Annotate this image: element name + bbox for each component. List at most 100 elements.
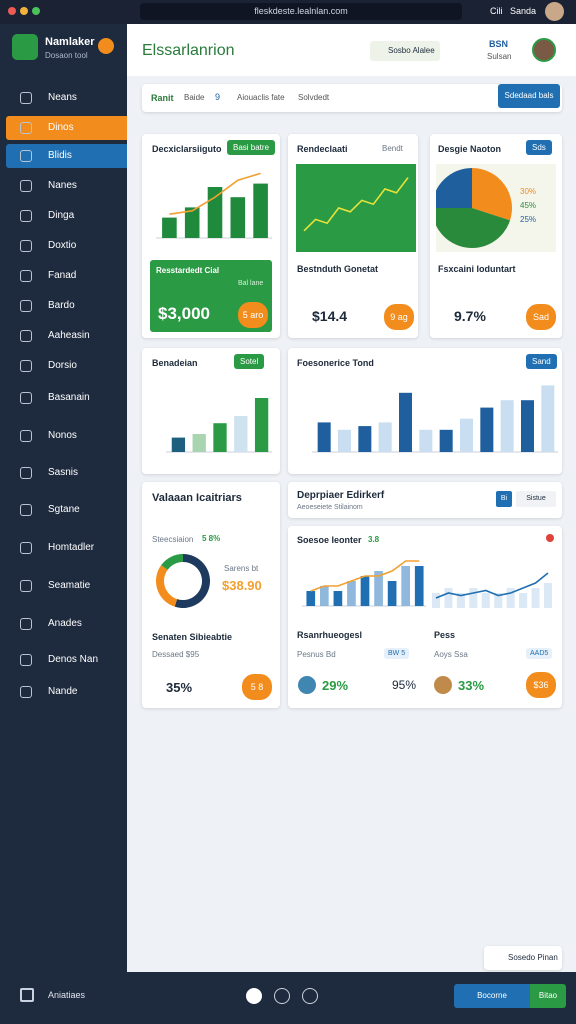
nav-item[interactable]: Nanes xyxy=(6,174,127,198)
chart: 30% 45% 25% xyxy=(436,168,536,248)
nav-item[interactable]: Basanain xyxy=(6,386,127,410)
button[interactable]: Bitao xyxy=(530,984,566,1008)
nav-item[interactable]: Dinos xyxy=(6,116,127,140)
nav-item[interactable]: Fanad xyxy=(6,264,127,288)
bar xyxy=(358,426,372,452)
tab[interactable]: Aiouaclis fate xyxy=(237,93,285,102)
nav-label: Dorsio xyxy=(48,360,77,371)
tab[interactable]: Solvdedt xyxy=(298,93,330,102)
footer-label: Aniatiaes xyxy=(48,990,86,1000)
line xyxy=(435,572,549,599)
nav-label: Basanain xyxy=(48,392,90,403)
nav-item[interactable]: Neans xyxy=(6,86,127,110)
panel-title: Resstardedt Cial xyxy=(156,266,220,275)
nav-icon xyxy=(20,360,32,372)
bar xyxy=(213,423,227,452)
header: Elssarlanrion Sosbo Alalee BSN Sulsan xyxy=(127,24,576,76)
status-badge[interactable]: Sosbo Alalee xyxy=(370,41,440,61)
delta: 5 8% xyxy=(202,534,221,543)
nav-icon xyxy=(20,504,32,516)
control[interactable] xyxy=(302,988,318,1004)
nav-label: Seamatie xyxy=(48,580,91,591)
nav-icon xyxy=(20,330,32,342)
card: Decxiclarsiiguto Basi batre Resstardedt … xyxy=(142,134,280,338)
notification[interactable] xyxy=(98,38,114,54)
bar xyxy=(333,591,343,606)
bar xyxy=(347,581,356,606)
nav-item[interactable]: Sgtane xyxy=(6,498,127,522)
bar xyxy=(531,588,540,608)
stat-label: Rsanrhueogesl xyxy=(297,630,363,640)
action-button[interactable]: 5 8 xyxy=(242,674,272,700)
bar xyxy=(253,183,268,238)
float-button[interactable]: Sosedo Pinan xyxy=(484,946,562,970)
nav-item[interactable]: Sasnis xyxy=(6,461,127,485)
nav-item[interactable]: Nonos xyxy=(6,424,127,448)
bar xyxy=(500,400,514,452)
avatar[interactable] xyxy=(545,2,564,21)
action-button[interactable]: $36 xyxy=(526,672,556,698)
icon-button[interactable]: Bi xyxy=(496,491,512,507)
action-button[interactable]: 9 ag xyxy=(384,304,414,330)
bar xyxy=(439,429,453,452)
donut-slice xyxy=(174,554,210,608)
tab[interactable]: Ranit xyxy=(151,93,174,103)
bar xyxy=(456,593,465,608)
nav-item[interactable]: Doxtio xyxy=(6,234,127,258)
pie-slice xyxy=(472,168,512,221)
stat-label: Pess xyxy=(434,630,456,640)
nav-label: Neans xyxy=(48,92,77,103)
nav-item[interactable]: Dorsio xyxy=(6,354,127,378)
nav-item[interactable]: Blidis xyxy=(6,144,127,168)
badge: Sand xyxy=(526,354,557,369)
tab[interactable]: Baide xyxy=(184,93,205,102)
nav-icon xyxy=(20,122,32,134)
control[interactable] xyxy=(274,988,290,1004)
action-button[interactable]: Sad xyxy=(526,304,556,330)
bar xyxy=(414,566,424,606)
badge: Basi batre xyxy=(227,140,276,155)
tab-count: 9 xyxy=(215,92,221,102)
primary-button[interactable]: Sdedaad bals xyxy=(498,84,560,108)
url-bar[interactable]: fleskdeste.lealnlan.com xyxy=(140,3,462,20)
card-title: Rendeclaati xyxy=(297,144,348,154)
nav-item[interactable]: Aaheasin xyxy=(6,324,127,348)
bar xyxy=(162,217,177,238)
nav-icon xyxy=(20,92,32,104)
delta: 3.8 xyxy=(368,535,380,544)
value: 9.7% xyxy=(454,308,486,324)
nav-item[interactable]: Denos Nan xyxy=(6,648,127,672)
bar xyxy=(480,407,494,452)
badge: Sds xyxy=(526,140,552,155)
nav-item[interactable]: Seamatie xyxy=(6,574,127,598)
button[interactable]: Sistue xyxy=(516,491,556,507)
nav-label: Denos Nan xyxy=(48,654,99,665)
card: Rendeclaati Bendt Bestnduth Gonetat $14.… xyxy=(288,134,418,338)
control[interactable] xyxy=(246,988,262,1004)
button[interactable]: Bocorne xyxy=(454,984,530,1008)
bar xyxy=(481,593,490,608)
sidebar: Namlaker Dosaon tool Neans Dinos Blidis Nan… xyxy=(0,24,127,972)
nav-icon xyxy=(20,467,32,479)
card-title: Foesonerice Tond xyxy=(297,358,374,368)
action-button[interactable]: 5 aro xyxy=(238,302,268,328)
bar xyxy=(506,588,515,608)
nav-item[interactable]: Bardo xyxy=(6,294,127,318)
nav-label: Sasnis xyxy=(48,467,79,478)
avatar[interactable] xyxy=(532,38,556,62)
card-title: Valaaan Icaitriars xyxy=(152,492,242,504)
panel-sub: Bal lane xyxy=(238,280,264,287)
panel-value: $3,000 xyxy=(158,304,210,323)
nav-label: Doxtio xyxy=(48,240,77,251)
chart-bg xyxy=(296,164,416,252)
chart xyxy=(156,172,272,239)
nav-item[interactable]: Anades xyxy=(6,612,127,636)
section-header: Deprpiaer Edirkerf Aeoeseiete Stilainom … xyxy=(288,482,562,518)
nav-item[interactable]: Dinga xyxy=(6,204,127,228)
nav-item[interactable]: Nande xyxy=(6,680,127,704)
trend-line xyxy=(310,560,420,592)
slice-label: 25% xyxy=(520,215,536,224)
bar xyxy=(306,591,316,606)
nav-item[interactable]: Homtadler xyxy=(6,536,127,560)
